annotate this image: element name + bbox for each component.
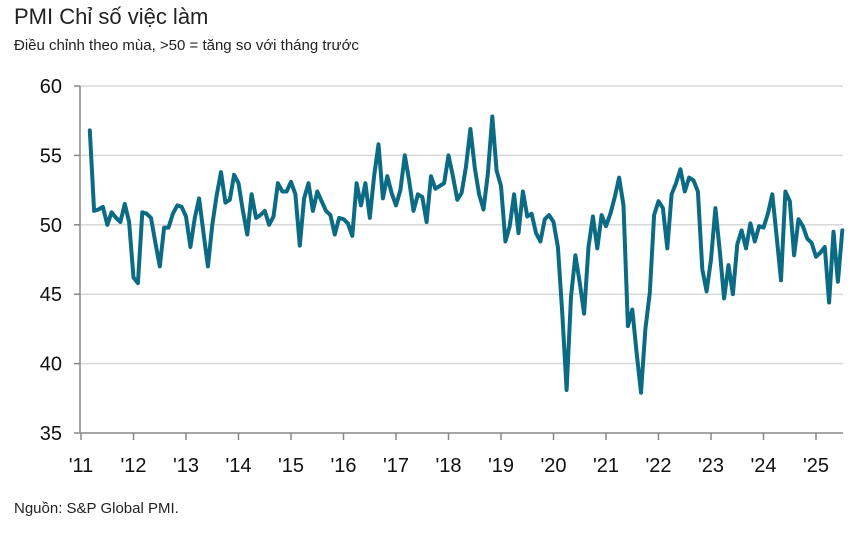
x-tick-label: '19 <box>488 455 514 477</box>
x-tick-label: '14 <box>225 455 251 477</box>
y-tick-label: 45 <box>40 284 62 306</box>
x-tick-label: '20 <box>540 455 566 477</box>
source-note: Nguồn: S&P Global PMI. <box>14 500 179 517</box>
x-tick-label: '13 <box>173 455 199 477</box>
y-tick-label: 60 <box>40 76 62 98</box>
x-tick-label: '21 <box>593 455 619 477</box>
chart-subtitle: Điều chỉnh theo mùa, >50 = tăng so với t… <box>14 37 359 54</box>
x-tick-label: '17 <box>383 455 409 477</box>
x-tick-label: '11 <box>69 455 94 477</box>
y-tick-label: 50 <box>40 215 62 237</box>
x-tick-label: '24 <box>750 455 776 477</box>
y-tick-label: 55 <box>40 145 62 167</box>
x-tick-label: '16 <box>330 455 356 477</box>
x-tick-label: '15 <box>278 455 304 477</box>
chart-title: PMI Chỉ số việc làm <box>14 4 209 29</box>
x-tick-label: '25 <box>803 455 829 477</box>
y-tick-label: 40 <box>40 354 62 376</box>
x-tick-label: '12 <box>120 455 146 477</box>
y-tick-label: 35 <box>40 423 62 445</box>
x-tick-label: '22 <box>645 455 671 477</box>
x-tick-label: '23 <box>698 455 724 477</box>
series-line <box>87 114 845 395</box>
x-tick-label: '18 <box>435 455 461 477</box>
